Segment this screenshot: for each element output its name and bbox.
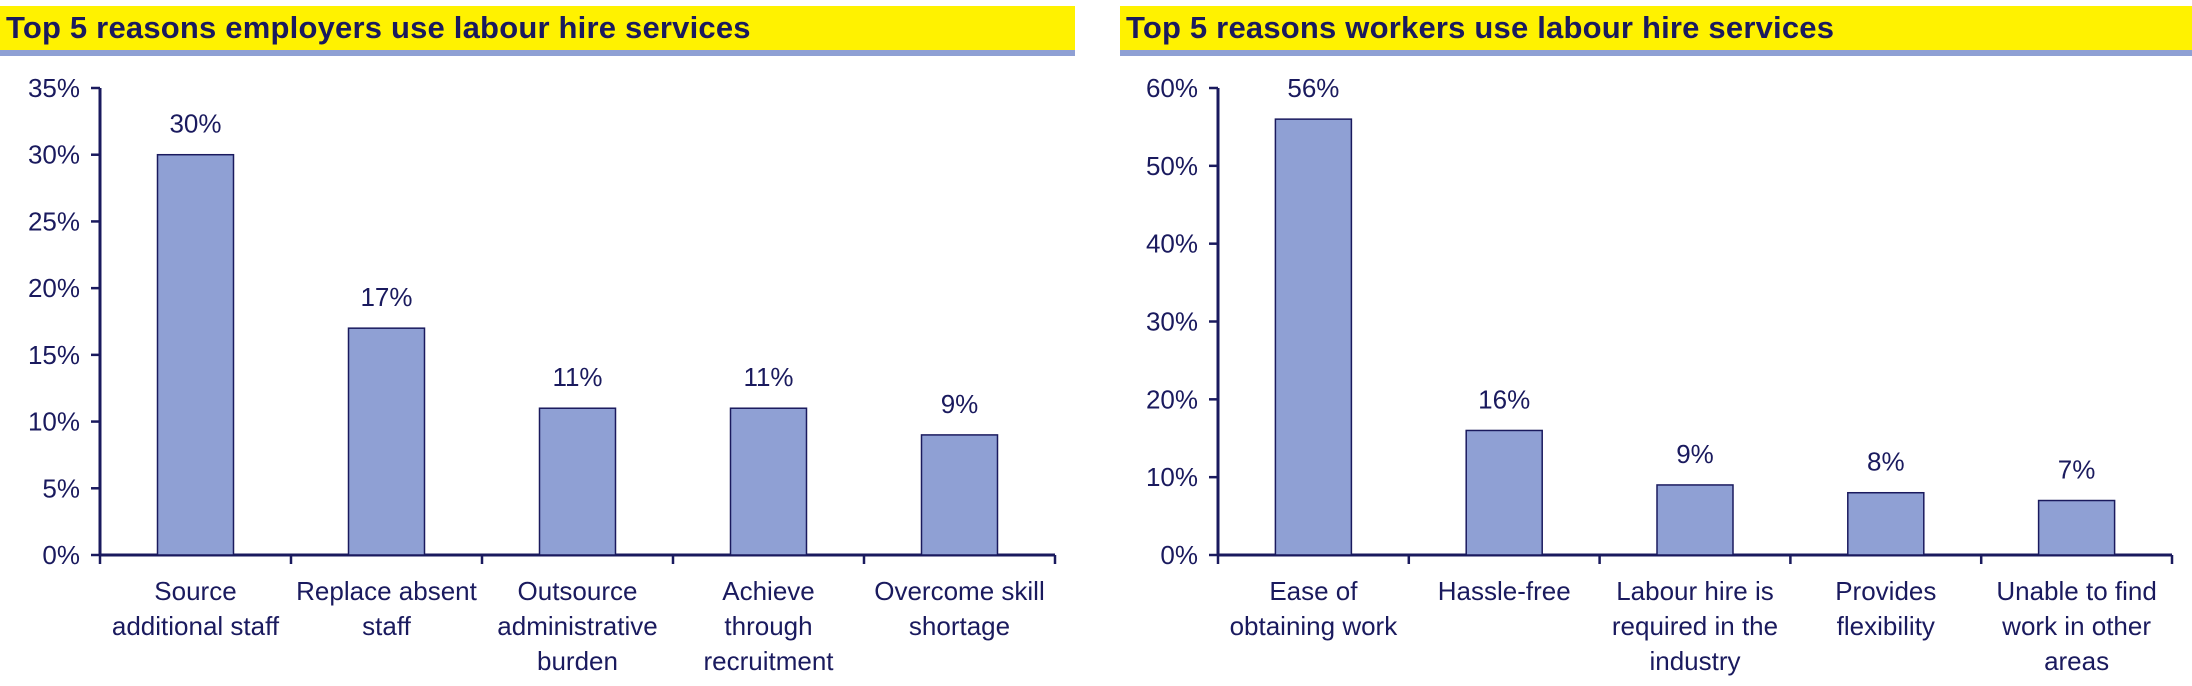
category-label-line: recruitment xyxy=(703,646,834,676)
data-label: 8% xyxy=(1867,447,1905,477)
category-label-line: Labour hire is xyxy=(1616,576,1774,606)
category-label: Outsource administrative burden xyxy=(497,576,657,676)
category-label-line: through xyxy=(724,611,812,641)
y-tick-label: 15% xyxy=(28,340,80,370)
category-label: Achieve through recruitment xyxy=(703,576,834,676)
y-tick-label: 10% xyxy=(28,407,80,437)
category-label-line: Outsource xyxy=(518,576,638,606)
data-label: 17% xyxy=(360,282,412,312)
category-label-line: Provides xyxy=(1835,576,1936,606)
data-label: 9% xyxy=(1676,439,1714,469)
category-label-line: flexibility xyxy=(1837,611,1935,641)
category-label-line: Replace absent xyxy=(296,576,477,606)
bar xyxy=(729,407,808,556)
bar xyxy=(920,434,999,556)
y-tick-label: 5% xyxy=(42,473,80,503)
bar xyxy=(347,327,426,556)
y-tick-label: 30% xyxy=(28,140,80,170)
chart-title: Top 5 reasons workers use labour hire se… xyxy=(1126,10,1835,45)
y-tick-label: 60% xyxy=(1146,73,1198,103)
data-label: 11% xyxy=(552,362,602,392)
category-label-line: obtaining work xyxy=(1230,611,1399,641)
category-label-line: administrative xyxy=(497,611,657,641)
data-label: 30% xyxy=(169,109,221,139)
y-tick-label: 10% xyxy=(1146,462,1198,492)
category-label-line: Ease of xyxy=(1269,576,1358,606)
category-label: Unable to find work in other areas xyxy=(1996,576,2156,676)
y-tick-label: 0% xyxy=(42,540,80,570)
y-tick-label: 20% xyxy=(1146,384,1198,414)
category-label-line: shortage xyxy=(909,611,1010,641)
bar xyxy=(1465,429,1543,556)
category-label: Ease of obtaining work xyxy=(1230,576,1399,641)
bar xyxy=(156,153,235,556)
category-label-line: Overcome skill xyxy=(874,576,1044,606)
data-label: 9% xyxy=(941,389,979,419)
category-label-line: additional staff xyxy=(112,611,280,641)
data-label: 56% xyxy=(1287,73,1339,103)
y-tick-label: 40% xyxy=(1146,229,1198,259)
worker-bar-chart: 0% 10% 20% 30% 40% 50% 60% 56% Ease of obtaining … xyxy=(1146,73,2174,676)
category-label-line: Hassle-free xyxy=(1438,576,1571,606)
bar xyxy=(1274,118,1353,556)
chart-title-bar: Top 5 reasons workers use labour hire se… xyxy=(1120,6,2192,56)
chart-title: Top 5 reasons employers use labour hire … xyxy=(6,10,751,45)
category-label: Replace absent staff xyxy=(296,576,477,641)
y-tick-label: 30% xyxy=(1146,307,1198,337)
data-label: 7% xyxy=(2058,455,2096,485)
category-label-line: required in the xyxy=(1612,611,1778,641)
y-tick-label: 50% xyxy=(1146,151,1198,181)
bar xyxy=(538,407,617,556)
chart-title-bar: Top 5 reasons employers use labour hire … xyxy=(0,6,1075,56)
y-tick-label: 20% xyxy=(28,273,80,303)
y-tick-label: 0% xyxy=(1160,540,1198,570)
employer-bar-chart: 0% 5% 10% 15% 20% 25% 30% 35% 30% Source additiona… xyxy=(28,73,1057,676)
category-label-line: Source xyxy=(154,576,236,606)
bar xyxy=(1847,491,1925,556)
category-label-line: Achieve xyxy=(722,576,815,606)
bar xyxy=(1656,484,1734,556)
bar xyxy=(2037,499,2116,556)
category-label: Labour hire is required in the industry xyxy=(1612,576,1778,676)
category-label: Overcome skill shortage xyxy=(874,576,1044,641)
category-label: Provides flexibility xyxy=(1835,576,1936,641)
category-label: Hassle-free xyxy=(1438,576,1571,606)
category-label-line: industry xyxy=(1649,646,1740,676)
category-label-line: burden xyxy=(537,646,618,676)
data-label: 11% xyxy=(743,362,793,392)
employer-chart-panel: Top 5 reasons employers use labour hire … xyxy=(0,0,1075,686)
category-label-line: work in other xyxy=(2001,611,2151,641)
worker-chart-panel: Top 5 reasons workers use labour hire se… xyxy=(1120,0,2192,686)
y-tick-label: 25% xyxy=(28,206,80,236)
data-label: 16% xyxy=(1478,384,1530,414)
y-tick-label: 35% xyxy=(28,73,80,103)
category-label-line: Unable to find xyxy=(1996,576,2156,606)
category-label-line: staff xyxy=(362,611,411,641)
category-label-line: areas xyxy=(2044,646,2109,676)
category-label: Source additional staff xyxy=(112,576,280,641)
